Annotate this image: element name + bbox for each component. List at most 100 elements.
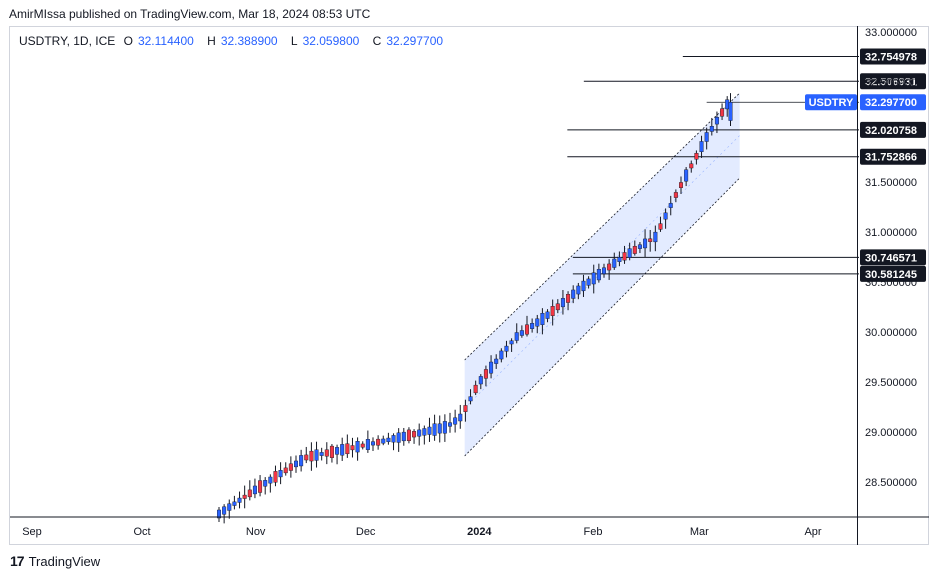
candle-body: [278, 470, 283, 478]
open-value: O 32.114400: [123, 34, 194, 48]
candle-body: [535, 318, 540, 327]
candle-body: [489, 361, 494, 374]
y-tick-label: 33.000000: [865, 27, 917, 39]
publish-info: AmirMIssa published on TradingView.com, …: [9, 7, 371, 21]
level-price-label: 32.020758: [865, 125, 917, 137]
symbol-tag-label: USDTRY: [809, 97, 854, 109]
candle-body: [406, 429, 411, 442]
close-value: C 32.297700: [372, 34, 444, 48]
candle-body: [360, 443, 365, 448]
candle-body: [622, 252, 627, 261]
candle-body: [714, 117, 719, 125]
candle-body: [273, 471, 278, 483]
candle-body: [437, 423, 442, 434]
candle-body: [432, 423, 437, 436]
candle-body: [709, 126, 714, 132]
candle-body: [294, 460, 299, 468]
candle-body: [596, 268, 601, 281]
candle-body: [519, 330, 524, 336]
candle-body: [258, 480, 263, 493]
level-tag: [860, 48, 926, 65]
candle-body: [566, 294, 571, 303]
candle-body: [514, 332, 519, 341]
x-tick-label: Nov: [246, 526, 266, 538]
candle-body: [550, 306, 555, 316]
candle-body: [530, 323, 535, 329]
brand-name[interactable]: TradingView: [28, 553, 101, 569]
candle-body: [263, 480, 268, 487]
y-tick-label: 29.000000: [865, 427, 917, 439]
candle-body: [329, 445, 334, 458]
y-tick-label: 28.500000: [865, 477, 917, 489]
candle-body: [525, 324, 530, 335]
current-price-tag: [860, 94, 926, 111]
y-tick-label: 31.500000: [865, 177, 917, 189]
y-tick-label: 30.500000: [865, 277, 917, 289]
candle-body: [473, 384, 478, 394]
candle-body: [376, 438, 381, 446]
candle-body: [391, 435, 396, 443]
candle-body: [694, 153, 699, 160]
candle-body: [453, 417, 458, 425]
candle-body: [728, 102, 733, 121]
candle-body: [499, 350, 504, 360]
channel-fill: [464, 93, 740, 456]
candle-body: [299, 455, 304, 467]
level-tag: [860, 148, 926, 165]
candle-body: [483, 369, 488, 379]
level-price-label: 32.754978: [865, 52, 917, 64]
candle-body: [309, 450, 314, 462]
candle-body: [422, 428, 427, 436]
candle-body: [237, 497, 242, 503]
level-price-label: 32.506931: [865, 76, 917, 88]
candle-body: [386, 437, 391, 443]
candle-body: [602, 267, 607, 275]
candle-body: [607, 263, 612, 271]
candle-body: [350, 445, 355, 451]
candle-body: [617, 257, 622, 262]
candle-body: [555, 303, 560, 311]
candle-body: [699, 141, 704, 153]
candle-body: [668, 203, 673, 208]
y-tick-label: 30.000000: [865, 327, 917, 339]
candle-body: [345, 443, 350, 455]
candle-body: [319, 452, 324, 456]
high-value: H 32.388900: [207, 34, 278, 48]
candle-body: [442, 421, 447, 434]
candle-body: [288, 463, 293, 471]
symbol-label[interactable]: USDTRY, 1D, ICE: [19, 34, 116, 48]
level-tag: [860, 265, 926, 282]
candle-body: [448, 422, 453, 427]
candle-body: [663, 212, 668, 220]
candle-body: [227, 503, 232, 511]
x-tick-label: 2024: [467, 526, 492, 538]
candle-body: [396, 432, 401, 443]
candle-body: [571, 289, 576, 299]
candle-body: [494, 358, 499, 364]
candle-body: [417, 429, 422, 437]
level-price-label: 31.752866: [865, 152, 917, 164]
candle-body: [632, 245, 637, 254]
candle-body: [684, 169, 689, 182]
current-price-label: 32.297700: [865, 97, 917, 109]
candle-body: [268, 476, 273, 484]
x-tick-label: Mar: [690, 526, 709, 538]
candle-body: [283, 467, 288, 474]
candle-body: [371, 441, 376, 446]
candle-body: [335, 447, 340, 455]
footer: 17 TradingView: [10, 553, 100, 569]
candle-body: [401, 431, 406, 442]
candle-body: [679, 182, 684, 188]
candle-body: [612, 258, 617, 268]
candle-body: [427, 426, 432, 435]
candle-body: [509, 340, 514, 345]
candle-body: [355, 441, 360, 453]
candle-body: [242, 494, 247, 499]
candle-body: [653, 231, 658, 243]
chart-frame: [9, 26, 929, 545]
candle-body: [314, 449, 319, 461]
candle-body: [704, 132, 709, 142]
candle-body: [689, 163, 694, 169]
